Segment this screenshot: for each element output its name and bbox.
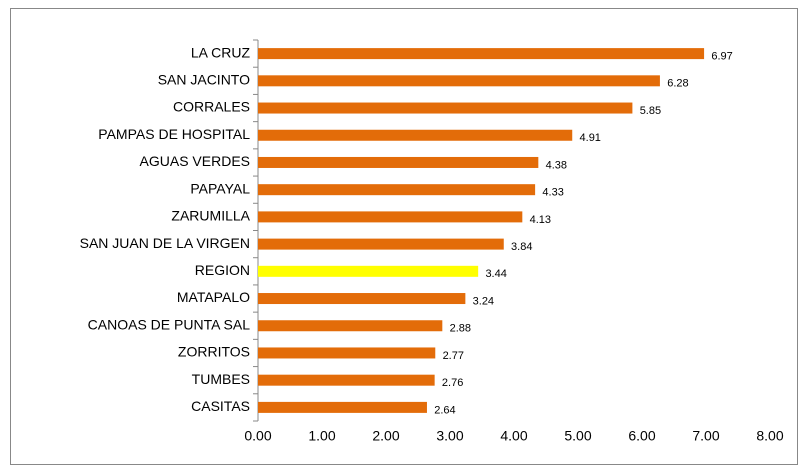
y-tick-label: CORRALES: [173, 99, 250, 115]
x-tick-label: 4.00: [500, 428, 527, 444]
value-label: 4.13: [530, 214, 551, 226]
value-label: 2.64: [434, 404, 455, 416]
value-label: 5.85: [640, 105, 661, 117]
y-tick-label: CASITAS: [191, 398, 250, 414]
bar: [258, 184, 536, 196]
x-tick-label: 2.00: [372, 428, 399, 444]
y-tick-label: SAN JACINTO: [158, 72, 250, 88]
bar: [258, 374, 435, 386]
y-tick-label: REGION: [195, 262, 250, 278]
y-tick-label: PAMPAS DE HOSPITAL: [98, 126, 250, 142]
x-tick-label: 7.00: [692, 428, 719, 444]
y-tick-label: AGUAS VERDES: [140, 153, 250, 169]
value-label: 3.24: [473, 295, 494, 307]
value-label: 6.97: [711, 51, 732, 63]
bar: [258, 156, 539, 168]
bar: [258, 401, 427, 413]
value-label: 3.84: [511, 241, 532, 253]
value-label: 4.91: [580, 132, 601, 144]
x-tick-label: 1.00: [308, 428, 335, 444]
value-label: 4.33: [542, 187, 563, 199]
bar: [258, 48, 705, 60]
y-tick-label: LA CRUZ: [191, 44, 251, 60]
value-label: 2.88: [450, 323, 471, 335]
y-tick-label: ZORRITOS: [178, 344, 250, 360]
bar: [258, 129, 573, 141]
y-tick-label: MATAPALO: [177, 289, 250, 305]
y-tick-label: PAPAYAL: [190, 180, 250, 196]
x-tick-label: 5.00: [564, 428, 591, 444]
bar: [258, 320, 443, 332]
bar: [258, 265, 479, 277]
bar: [258, 102, 633, 114]
value-label: 2.77: [443, 350, 464, 362]
bar: [258, 75, 660, 87]
x-tick-label: 0.00: [244, 428, 271, 444]
x-tick-label: 8.00: [756, 428, 783, 444]
bar: [258, 238, 504, 250]
value-label: 2.76: [442, 377, 463, 389]
x-tick-label: 6.00: [628, 428, 655, 444]
y-tick-label: TUMBES: [192, 371, 250, 387]
value-label: 6.28: [667, 78, 688, 90]
value-label: 3.44: [485, 268, 506, 280]
x-tick-label: 3.00: [436, 428, 463, 444]
y-tick-label: SAN JUAN DE LA VIRGEN: [80, 235, 250, 251]
y-tick-label: ZARUMILLA: [171, 208, 250, 224]
bar: [258, 347, 436, 359]
bar: [258, 211, 523, 223]
value-label: 4.38: [546, 159, 567, 171]
bar: [258, 293, 466, 305]
y-tick-label: CANOAS DE PUNTA SAL: [88, 316, 251, 332]
